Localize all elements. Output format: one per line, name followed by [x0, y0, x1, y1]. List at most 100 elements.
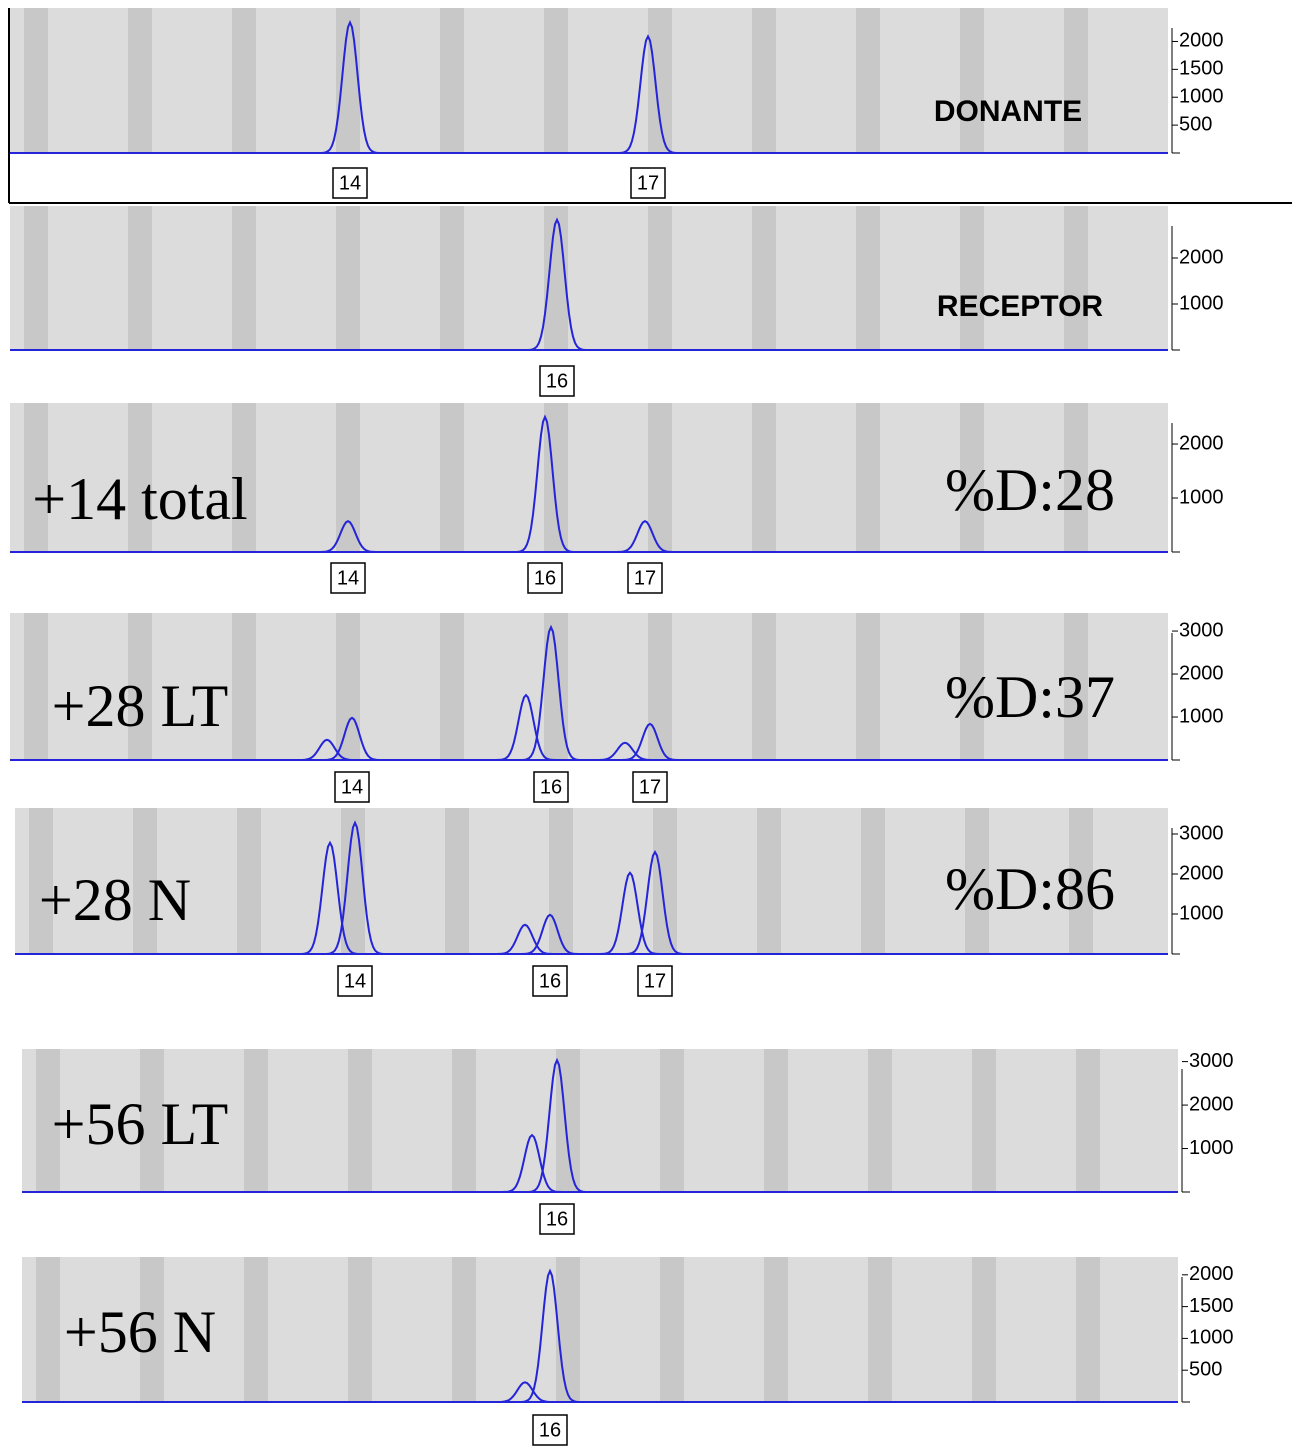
- peak: [518, 1268, 582, 1403]
- stripe: [752, 8, 776, 153]
- stripe: [544, 8, 568, 153]
- y-tick-label: 3000: [1179, 619, 1224, 641]
- stripe: [1064, 403, 1088, 552]
- sample-label: +14 total: [32, 466, 247, 532]
- stripe: [556, 1257, 580, 1402]
- allele-box: [637, 965, 673, 997]
- stripe: [244, 1257, 268, 1402]
- plot-background: [10, 206, 1168, 350]
- allele-label: 14: [341, 776, 363, 798]
- stripe: [868, 1049, 892, 1192]
- peak: [320, 716, 384, 761]
- y-tick-label: 2000: [1189, 1263, 1234, 1285]
- peak: [318, 19, 382, 154]
- peak: [316, 520, 380, 553]
- stripe: [1064, 8, 1088, 153]
- stripe: [960, 8, 984, 153]
- stripe: [660, 1257, 684, 1402]
- stripe: [960, 206, 984, 350]
- stripe: [232, 613, 256, 760]
- stripe: [24, 403, 48, 552]
- stripe: [764, 1257, 788, 1402]
- peak: [513, 414, 577, 553]
- allele-box: [539, 365, 575, 397]
- stripe: [440, 206, 464, 350]
- allele-box: [532, 965, 568, 997]
- stripe: [757, 808, 781, 954]
- peak: [598, 871, 662, 955]
- y-tick-label: 1000: [1179, 292, 1224, 314]
- allele-box: [337, 965, 373, 997]
- stripe: [348, 1257, 372, 1402]
- allele-box: [533, 771, 569, 803]
- y-tick-label: 1000: [1189, 1327, 1234, 1349]
- stripe: [856, 403, 880, 552]
- stripe: [36, 1257, 60, 1402]
- peak: [518, 913, 582, 955]
- allele-label: 14: [337, 567, 359, 589]
- y-tick-label: 1500: [1179, 58, 1224, 80]
- stripe: [1064, 206, 1088, 350]
- stripe: [232, 8, 256, 153]
- stripe: [861, 808, 885, 954]
- stripe: [660, 1049, 684, 1192]
- peak: [525, 217, 589, 351]
- y-tick-label: 500: [1189, 1358, 1222, 1380]
- stripe: [648, 8, 672, 153]
- stripe: [653, 808, 677, 954]
- peak: [295, 738, 359, 761]
- stripe: [128, 206, 152, 350]
- peak: [616, 34, 680, 154]
- allele-box: [630, 167, 666, 199]
- stripe: [856, 206, 880, 350]
- y-tick-label: 2000: [1189, 1093, 1234, 1115]
- stripe: [549, 808, 573, 954]
- peak: [613, 520, 677, 553]
- y-tick-label: 2000: [1179, 862, 1224, 884]
- y-tick-label: 500: [1179, 113, 1212, 135]
- sample-label: +28 N: [39, 867, 191, 933]
- allele-box: [330, 562, 366, 594]
- stripe: [29, 808, 53, 954]
- allele-box: [334, 771, 370, 803]
- stripe: [336, 403, 360, 552]
- y-tick-label: 1000: [1179, 902, 1224, 924]
- sample-label: RECEPTOR: [937, 290, 1103, 323]
- peak: [298, 840, 362, 955]
- allele-box: [539, 1203, 575, 1235]
- y-tick-label: 1500: [1189, 1295, 1234, 1317]
- stripe: [1076, 1049, 1100, 1192]
- peak: [493, 1381, 557, 1403]
- stripe: [452, 1257, 476, 1402]
- allele-label: 17: [637, 172, 659, 194]
- stripe: [648, 403, 672, 552]
- stripe: [336, 613, 360, 760]
- stripe: [1069, 808, 1093, 954]
- peak: [593, 741, 657, 761]
- sample-label: +28 LT: [52, 673, 229, 739]
- stripe: [128, 403, 152, 552]
- stripe: [856, 8, 880, 153]
- sample-label: +56 N: [64, 1299, 216, 1365]
- stripe: [972, 1257, 996, 1402]
- allele-label: 14: [339, 172, 361, 194]
- stripe: [868, 1257, 892, 1402]
- stripe: [960, 613, 984, 760]
- stripe: [752, 613, 776, 760]
- stripe: [140, 1049, 164, 1192]
- plot-background: [10, 8, 1168, 153]
- allele-label: 17: [634, 567, 656, 589]
- allele-label: 16: [539, 1419, 561, 1441]
- stripe: [452, 1049, 476, 1192]
- allele-label: 16: [546, 370, 568, 392]
- y-tick-label: 1000: [1179, 86, 1224, 108]
- stripe: [440, 613, 464, 760]
- allele-label: 17: [639, 776, 661, 798]
- y-tick-label: 2000: [1179, 246, 1224, 268]
- y-tick-label: 2000: [1179, 662, 1224, 684]
- stripe: [232, 206, 256, 350]
- y-tick-label: 1000: [1189, 1137, 1234, 1159]
- stripe: [133, 808, 157, 954]
- stripe: [24, 8, 48, 153]
